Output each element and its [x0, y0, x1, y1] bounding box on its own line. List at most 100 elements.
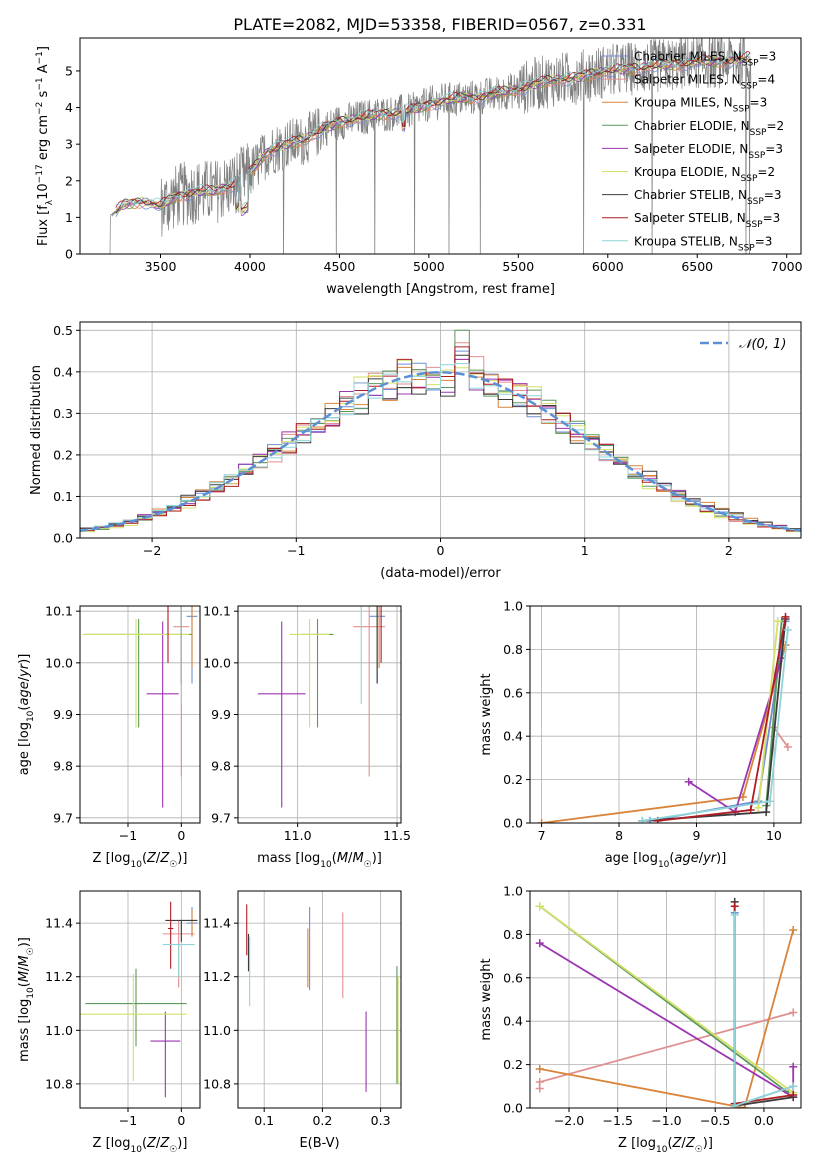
x-axis-label: wavelength [Angstrom, rest frame] [326, 282, 555, 297]
x-tick-label: 6500 [681, 259, 713, 274]
panel-mass-vs-Z: −1 0 10.8 11.0 11.2 11.4 Z [log10(Z/Z☉)] mass [… [17, 890, 201, 1155]
y-tick-label: 10.1 [203, 604, 231, 619]
y-tick-label: 10.1 [45, 604, 73, 619]
y-tick-label: 1.0 [503, 884, 523, 899]
mass-weight-line [541, 644, 787, 823]
x-tick-label: −1 [119, 1113, 137, 1128]
y-tick-label: 11.2 [45, 969, 73, 984]
x-tick-label: 2 [725, 543, 733, 558]
y-tick-label: 11.4 [45, 916, 73, 931]
axes-frame [79, 605, 201, 824]
x-tick-label: 0.1 [254, 1113, 274, 1128]
legend-entry: Salpeter ELODIE, NSSP=3 [634, 142, 783, 161]
x-tick-label: 0.0 [754, 1113, 774, 1128]
y-tick-label: 0.8 [503, 927, 523, 942]
y-tick-label: 10.8 [45, 1076, 73, 1091]
y-tick-label: 11.0 [45, 1023, 73, 1038]
plot-area [80, 329, 801, 534]
legend-entry: Kroupa MILES, NSSP=3 [634, 96, 767, 115]
y-tick-label: 9.9 [211, 707, 231, 722]
mass-weight-line [539, 905, 794, 1094]
x-axis-label: Z [log10(Z/Z☉)] [618, 1136, 713, 1155]
x-tick-label: −1 [119, 828, 137, 843]
y-tick-label: 0.3 [53, 406, 73, 421]
x-tick-label: 0 [177, 1113, 185, 1128]
y-tick-label: 9.9 [53, 707, 73, 722]
legend-entry: Salpeter MILES, NSSP=4 [634, 73, 775, 92]
mass-weight-marker [762, 808, 771, 817]
y-tick-label: 11.2 [203, 969, 231, 984]
mass-weight-marker [535, 939, 544, 948]
y-tick-label: 0.8 [503, 642, 523, 657]
y-tick-label: 5 [65, 63, 73, 78]
y-tick-label: 0.4 [53, 364, 73, 379]
y-tick-label: 10.8 [203, 1076, 231, 1091]
mass-weight-marker [535, 1077, 544, 1086]
x-tick-label: 10 [766, 828, 782, 843]
mass-weight-marker [789, 1008, 798, 1017]
mass-weight-marker [789, 1082, 798, 1091]
mass-weight-marker [773, 617, 782, 626]
mass-weight-marker [730, 1101, 739, 1108]
y-tick-label: 0.2 [503, 772, 523, 787]
mass-weight-marker [783, 625, 792, 634]
mass-weight-line [539, 929, 795, 1108]
mass-weight-marker [535, 1064, 544, 1073]
spectrum-legend: Chabrier MILES, NSSP=3 Salpeter MILES, NS… [602, 50, 784, 253]
x-tick-label: 9 [692, 828, 700, 843]
x-tick-label: 7 [538, 828, 546, 843]
y-tick-label: 0.0 [503, 1101, 523, 1116]
y-tick-label: 11.0 [203, 1023, 231, 1038]
legend-entry: Chabrier ELODIE, NSSP=2 [634, 119, 784, 138]
x-tick-label: 0 [437, 543, 445, 558]
mass-weight-marker [730, 902, 739, 911]
model-spectrum [115, 51, 751, 210]
y-tick-label: 9.8 [53, 759, 73, 774]
panel-massweight-vs-age: 7 8 9 10 0.0 0.2 0.4 0.6 0.8 1.0 age [log10(age/yr… [479, 599, 802, 870]
x-tick-label: 11.5 [383, 828, 411, 843]
y-tick-label: 0.4 [503, 1014, 523, 1029]
x-tick-label: −2 [143, 543, 161, 558]
axes-frame [529, 890, 802, 1109]
mass-weight-marker [535, 902, 544, 911]
x-tick-label: 4500 [324, 259, 356, 274]
mass-weight-marker [781, 612, 790, 621]
mass-weight-marker [789, 1090, 798, 1099]
mass-weight-marker [754, 803, 763, 812]
x-tick-label: 5000 [413, 259, 445, 274]
x-tick-label: −1.0 [651, 1113, 681, 1128]
y-tick-label: 2 [65, 173, 73, 188]
mass-weight-marker [730, 910, 739, 919]
x-tick-label: 6000 [592, 259, 624, 274]
y-tick-label: 0.0 [503, 816, 523, 831]
y-axis-label: mass weight [479, 958, 494, 1040]
y-tick-label: 0.2 [53, 447, 73, 462]
x-axis-label: age [log10(age/yr)] [605, 851, 727, 870]
plot-area [246, 904, 399, 1092]
legend-entry: Chabrier STELIB, NSSP=3 [634, 188, 782, 207]
y-tick-label: 0 [65, 247, 73, 262]
x-tick-label: 8 [615, 828, 623, 843]
y-tick-label: 9.8 [211, 759, 231, 774]
mass-weight-marker [783, 743, 792, 752]
plot-area [82, 606, 198, 808]
mass-weight-marker [537, 819, 546, 823]
y-tick-label: 11.4 [203, 916, 231, 931]
y-tick-label: 0.1 [53, 489, 73, 504]
axes-frame [79, 890, 201, 1109]
x-tick-label: 11.0 [284, 828, 312, 843]
plot-area [257, 606, 386, 808]
legend-entry: 𝒩(0, 1) [739, 337, 786, 352]
mass-weight-marker [789, 1062, 798, 1071]
y-axis-label: mass [log10(M/M☉)] [17, 937, 36, 1062]
y-tick-label: 0.5 [53, 323, 73, 338]
mass-weight-marker [638, 816, 647, 823]
mass-weight-marker [766, 797, 775, 806]
y-tick-label: 10.0 [45, 655, 73, 670]
panel-mass-vs-EBV: 0.1 0.2 0.3 10.8 11.0 11.2 11.4 E(B-V) [203, 890, 402, 1151]
panel-massweight-vs-Z: −2.0 −1.5 −1.0 −0.5 0.0 0.0 0.2 0.4 0.6 0.8 1.0 Z [… [479, 884, 802, 1155]
x-tick-label: 1 [581, 543, 589, 558]
y-tick-label: 3 [65, 137, 73, 152]
y-tick-label: 1.0 [503, 599, 523, 614]
